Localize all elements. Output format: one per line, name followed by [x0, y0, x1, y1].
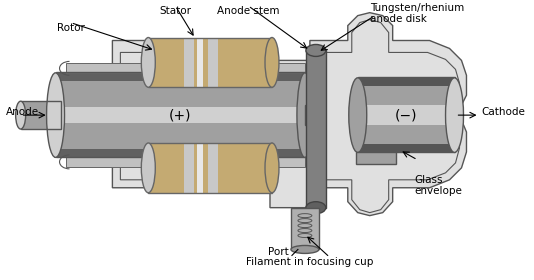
Text: Anode stem: Anode stem [217, 6, 279, 16]
Bar [358, 144, 454, 152]
Bar [291, 208, 319, 249]
Bar [148, 38, 272, 87]
Ellipse shape [142, 143, 155, 193]
Bar [56, 73, 305, 81]
Bar [56, 107, 305, 123]
Bar [184, 143, 194, 193]
Text: Port: Port [268, 248, 288, 257]
Bar [184, 38, 194, 87]
Bar [148, 38, 272, 87]
Ellipse shape [445, 78, 464, 152]
Bar [21, 101, 60, 129]
Text: Filament in focusing cup: Filament in focusing cup [246, 257, 374, 267]
Bar [56, 149, 305, 157]
Ellipse shape [15, 101, 26, 129]
Polygon shape [112, 13, 467, 216]
Text: Anode: Anode [6, 107, 39, 117]
Bar [356, 152, 396, 164]
Ellipse shape [142, 38, 155, 87]
Bar [148, 143, 272, 193]
Bar [358, 77, 454, 152]
Ellipse shape [46, 73, 65, 157]
Text: Stator: Stator [159, 6, 191, 16]
Bar [358, 105, 454, 125]
Bar [66, 63, 305, 73]
Bar [305, 105, 323, 125]
Text: Cathode: Cathode [482, 107, 525, 117]
Text: Rotor: Rotor [57, 23, 84, 32]
Bar [306, 50, 326, 208]
Bar [66, 157, 305, 167]
Bar [358, 78, 454, 86]
Bar [56, 80, 305, 149]
Bar [148, 143, 272, 193]
Ellipse shape [265, 38, 279, 87]
Ellipse shape [265, 143, 279, 193]
Bar [358, 77, 454, 152]
Text: Glass
envelope: Glass envelope [414, 175, 462, 197]
Ellipse shape [297, 73, 313, 157]
Bar [56, 72, 305, 157]
Text: (−): (−) [395, 108, 417, 122]
Ellipse shape [349, 78, 367, 152]
Bar [197, 143, 203, 193]
Ellipse shape [306, 45, 326, 56]
Text: (+): (+) [169, 108, 192, 122]
Bar [21, 101, 60, 129]
Text: Tungsten/rhenium
anode disk: Tungsten/rhenium anode disk [370, 3, 464, 24]
Bar [208, 143, 218, 193]
Ellipse shape [291, 246, 319, 253]
Ellipse shape [306, 202, 326, 214]
Bar [208, 38, 218, 87]
Bar [197, 38, 203, 87]
